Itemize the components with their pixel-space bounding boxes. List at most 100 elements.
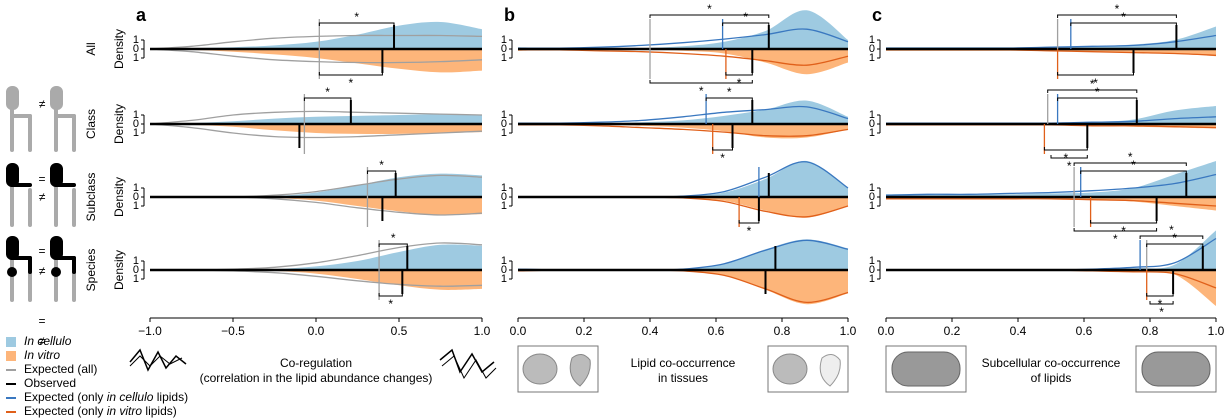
legend-label: Observed [24,376,76,390]
density-area [886,26,1216,49]
legend-label: Expected (only in vitro lipids) [24,404,177,418]
significance-bracket [1073,228,1158,232]
significance-label: * [1131,158,1136,172]
icon-row [6,163,76,227]
significance-label: * [1128,150,1133,164]
x-tick-label: 0.4 [1010,324,1027,338]
x-tick-label: 0.5 [391,324,408,338]
y-tick-label: 0 [501,43,507,55]
expected-density-line [886,269,1217,289]
density-area [150,114,482,124]
y-axis-title: Density [112,177,126,217]
legend-text: Expected (only [24,390,107,404]
significance-label: * [1159,305,1164,319]
x-tick-label: 0.2 [576,324,593,338]
x-tick-label: −0.5 [221,324,245,338]
expected-density-line [149,34,483,50]
significance-label: * [1095,85,1100,99]
y-tick-label: 0 [133,43,139,55]
y-tick-label: 0 [133,191,139,203]
y-tick-label: 1 [869,182,875,194]
significance-label: * [349,76,354,90]
significance-bracket [712,147,733,151]
significance-bracket [1146,243,1204,247]
row-label: Subclass [84,173,98,222]
density-area [150,269,482,290]
y-tick-label: 1 [133,182,139,194]
x-tick-label: 0.8 [774,324,791,338]
density-area [150,244,482,271]
significance-label: * [1090,77,1095,91]
density-area [150,49,482,73]
icon-symbol: ≠ [39,334,46,348]
expected-density-line [885,198,1217,207]
density-area [150,196,482,216]
significance-label: * [325,85,330,99]
x-tick-label: 0.0 [878,324,895,338]
significance-bracket [649,14,770,18]
y-tick-label: 1 [133,255,139,267]
legend-text: Observed [24,376,76,390]
legend-text: In cellulo [24,334,72,348]
expected-density-line [149,110,483,125]
significance-label: * [1113,232,1118,246]
significance-bracket [1057,72,1134,76]
y-axis-title: Density [112,250,126,290]
legend-label: In vitro [24,348,60,362]
significance-label: * [707,2,712,16]
y-tick-label: 0 [869,43,875,55]
y-tick-label: 1 [133,52,139,64]
density-area [150,124,482,135]
y-tick-label: 1 [501,127,507,139]
y-tick-label: 0 [501,191,507,203]
y-tick-label: 1 [133,273,139,285]
density-area [886,161,1216,197]
icon-symbol: ≠ [39,190,46,204]
density-area [518,49,848,75]
significance-bracket [318,72,383,76]
density-area [886,106,1216,124]
significance-label: * [743,10,748,24]
x-tick-label: 1.0 [840,324,857,338]
significance-bracket [1057,97,1138,101]
y-tick-label: 1 [501,34,507,46]
significance-label: * [720,151,725,165]
significance-bracket [303,97,352,101]
significance-label: * [727,85,732,99]
significance-label: * [1169,223,1174,237]
density-area [518,100,848,124]
x-axis-title: of lipids [1031,371,1072,385]
y-tick-label: 0 [869,118,875,130]
significance-bracket [1050,155,1088,159]
y-tick-label: 1 [869,255,875,267]
x-tick-label: 1.0 [474,324,491,338]
y-tick-label: 0 [133,118,139,130]
y-tick-label: 0 [869,191,875,203]
significance-bracket [1057,14,1177,18]
y-tick-label: 0 [869,264,875,276]
significance-bracket [738,220,760,224]
y-tick-label: 1 [133,109,139,121]
x-axis-title: in tissues [658,371,708,385]
y-tick-label: 1 [869,109,875,121]
y-tick-label: 1 [501,182,507,194]
x-axis-title: Co-regulation [280,356,352,370]
density-area [518,160,848,198]
expected-density-line [149,48,483,64]
panel-label: a [136,5,147,25]
y-tick-label: 1 [133,34,139,46]
x-tick-label: 0.4 [642,324,659,338]
panel-label: b [504,5,515,25]
significance-label: * [1121,10,1126,24]
legend-label: In cellulo [24,334,72,348]
significance-label: * [1067,159,1072,173]
density-area [518,10,848,49]
x-tick-label: 0.6 [708,324,725,338]
density-area [518,196,848,218]
row-label: Class [84,109,98,139]
x-tick-label: 1.0 [1208,324,1225,338]
expected-density-line [886,237,1217,271]
icon-symbol: = [38,314,45,328]
